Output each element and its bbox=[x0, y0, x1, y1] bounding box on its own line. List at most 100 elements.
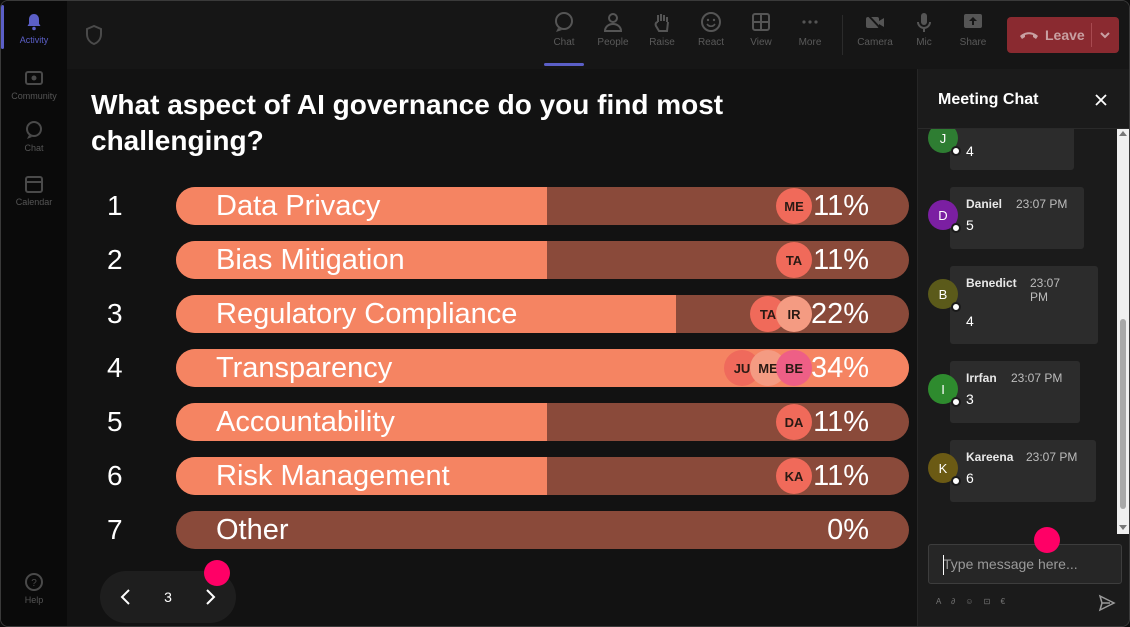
toolbar-label: Chat bbox=[553, 37, 575, 48]
option-label: Bias Mitigation bbox=[216, 244, 405, 276]
status-dot bbox=[951, 146, 961, 156]
voter-avatar: DA bbox=[776, 404, 812, 440]
scroll-thumb[interactable] bbox=[1120, 319, 1126, 509]
chevron-right-icon[interactable] bbox=[200, 587, 220, 607]
leave-separator bbox=[1091, 23, 1092, 47]
rail-label: Community bbox=[11, 91, 57, 101]
chat-icon bbox=[555, 12, 573, 32]
toolbar-raise-button[interactable]: Raise bbox=[640, 11, 684, 48]
message-time: 23:07 PM bbox=[1030, 276, 1061, 304]
toolbar-people-button[interactable]: People bbox=[591, 11, 635, 48]
rail-item-calendar[interactable]: Calendar bbox=[1, 173, 67, 207]
toolbar-label: Mic bbox=[916, 37, 932, 48]
close-icon[interactable] bbox=[1094, 93, 1108, 107]
option-percentage: 34% bbox=[810, 352, 869, 384]
option-percentage: 11% bbox=[813, 406, 869, 438]
scroll-down-arrow[interactable] bbox=[1119, 525, 1127, 530]
sender-name: Kareena bbox=[966, 450, 1014, 464]
option-number: 1 bbox=[107, 190, 123, 221]
chevron-down-icon[interactable] bbox=[1099, 29, 1111, 41]
option-number: 6 bbox=[107, 460, 123, 491]
poll-question: What aspect of AI governance do you find… bbox=[91, 89, 724, 156]
chat-message-input[interactable]: Type message here... bbox=[928, 544, 1122, 584]
share-screen-icon bbox=[964, 14, 982, 28]
microphone-icon bbox=[917, 13, 931, 32]
chat-scrollbar[interactable] bbox=[1117, 129, 1129, 534]
calendar-icon bbox=[25, 176, 43, 193]
poll-option-bar[interactable]: Data Privacy ME 11% bbox=[176, 187, 909, 225]
rail-item-help[interactable]: ? Help bbox=[1, 571, 67, 605]
meeting-chat-panel: Meeting Chat 4 J Daniel 23:07 PM 5 D Ben… bbox=[917, 69, 1129, 626]
option-percentage: 22% bbox=[810, 298, 869, 330]
poll-option-row: 2 Bias Mitigation TA 11% bbox=[67, 241, 917, 279]
leave-label: Leave bbox=[1045, 27, 1085, 43]
poll-option-row: 1 Data Privacy ME 11% bbox=[67, 187, 917, 225]
avatar-initial: I bbox=[941, 381, 945, 397]
rail-label: Activity bbox=[19, 35, 49, 45]
option-percentage: 11% bbox=[813, 460, 869, 492]
toolbar-view-button[interactable]: View bbox=[739, 11, 783, 48]
voter-avatar: BE bbox=[776, 350, 812, 386]
more-dots-icon bbox=[802, 20, 818, 24]
voter-avatar: IR bbox=[776, 296, 812, 332]
message-text: 4 bbox=[966, 313, 974, 329]
rail-item-activity[interactable]: Activity bbox=[1, 11, 67, 45]
toolbar-mic-button[interactable]: Mic bbox=[902, 11, 946, 48]
scroll-up-arrow[interactable] bbox=[1119, 131, 1127, 136]
format-toolbar[interactable]: A ∂ ☺ ⊡ € bbox=[936, 597, 1010, 606]
avatar-initial: J bbox=[939, 130, 947, 146]
chevron-left-icon[interactable] bbox=[116, 587, 136, 607]
text-caret bbox=[943, 555, 944, 575]
sender-name: Benedict bbox=[966, 276, 1017, 290]
poll-option-bar[interactable]: Bias Mitigation TA 11% bbox=[176, 241, 909, 279]
poll-option-row: 4 Transparency JU ME BE 34% bbox=[67, 349, 917, 387]
option-number: 5 bbox=[107, 406, 123, 437]
result-fill bbox=[176, 295, 676, 333]
community-icon bbox=[25, 71, 43, 85]
result-fill bbox=[176, 187, 547, 225]
toolbar-share-button[interactable]: Share bbox=[951, 11, 995, 48]
toolbar-label: People bbox=[597, 37, 629, 48]
grid-view-icon bbox=[752, 13, 770, 31]
toolbar-label: Camera bbox=[857, 37, 893, 48]
poll-option-row: 7 Other 0% bbox=[67, 511, 917, 549]
poll-option-bar[interactable]: Regulatory Compliance TA IR 22% bbox=[176, 295, 909, 333]
bell-icon bbox=[27, 14, 41, 31]
voter-avatar: KA bbox=[776, 458, 812, 494]
chat-message: Irrfan 23:07 PM 3 bbox=[950, 361, 1080, 423]
rail-item-community[interactable]: Community bbox=[1, 67, 67, 101]
sender-name: Irrfan bbox=[966, 371, 997, 385]
toolbar-react-button[interactable]: React bbox=[689, 11, 733, 48]
toolbar-camera-button[interactable]: Camera bbox=[853, 11, 897, 48]
option-number: 7 bbox=[107, 514, 123, 545]
poll-option-bar[interactable]: Other 0% bbox=[176, 511, 909, 549]
chat-message: Benedict 23:07 PM 4 bbox=[950, 266, 1098, 344]
rail-label: Calendar bbox=[15, 197, 53, 207]
avatar-initial: B bbox=[938, 286, 948, 302]
status-dot bbox=[951, 223, 961, 233]
poll-option-bar[interactable]: Transparency JU ME BE 34% bbox=[176, 349, 909, 387]
smiley-icon bbox=[701, 12, 721, 32]
poll-option-bar[interactable]: Accountability DA 11% bbox=[176, 403, 909, 441]
chat-message: 4 bbox=[950, 129, 1074, 170]
page-number: 3 bbox=[164, 589, 172, 605]
message-time: 23:07 PM bbox=[1016, 197, 1068, 211]
toolbar-chat-button[interactable]: Chat bbox=[542, 11, 586, 48]
leave-button[interactable]: Leave bbox=[1007, 17, 1119, 53]
svg-text:?: ? bbox=[31, 578, 37, 589]
status-dot bbox=[951, 397, 961, 407]
rail-active-indicator bbox=[1, 5, 4, 49]
rail-item-chat[interactable]: Chat bbox=[1, 119, 67, 153]
rail-label: Chat bbox=[24, 143, 44, 153]
poll-option-bar[interactable]: Risk Management KA 11% bbox=[176, 457, 909, 495]
raise-hand-icon bbox=[654, 14, 669, 32]
toolbar-more-button[interactable]: More bbox=[788, 11, 832, 48]
chat-title: Meeting Chat bbox=[938, 91, 1039, 108]
message-time: 23:07 PM bbox=[1011, 371, 1063, 385]
chat-message: Daniel 23:07 PM 5 bbox=[950, 187, 1084, 249]
message-time: 23:07 PM bbox=[1026, 450, 1078, 464]
result-fill bbox=[176, 241, 547, 279]
send-icon[interactable] bbox=[1098, 594, 1116, 612]
option-label: Regulatory Compliance bbox=[216, 298, 518, 330]
